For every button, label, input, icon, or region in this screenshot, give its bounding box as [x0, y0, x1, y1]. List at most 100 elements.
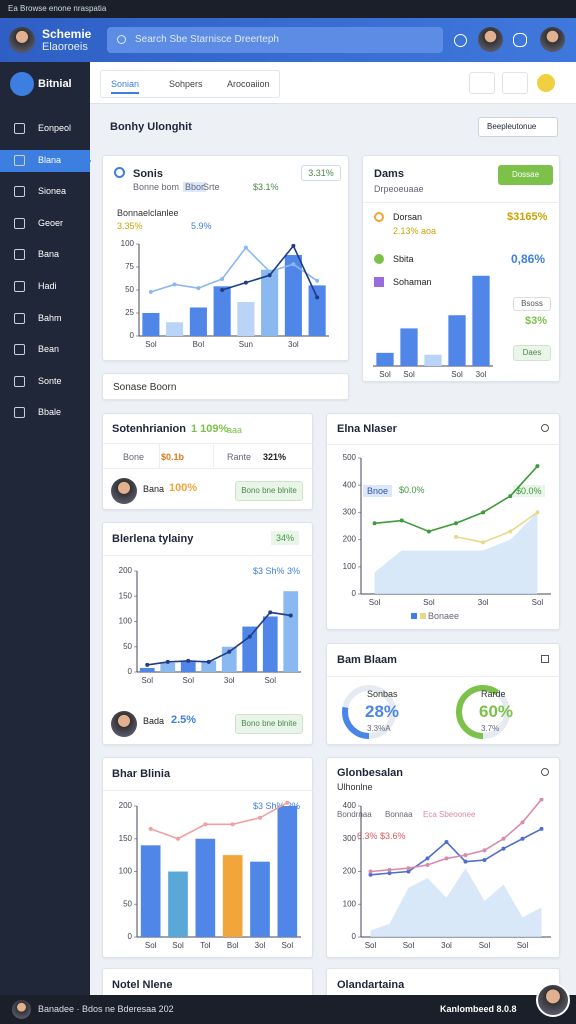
- chart: 0 100 200 300 400 500 Sol Sol 3ol Sol: [343, 453, 551, 607]
- avatar[interactable]: [478, 27, 503, 52]
- point: [425, 856, 430, 861]
- bar: [213, 286, 231, 336]
- legend-label: Bonaee: [428, 611, 460, 621]
- icon[interactable]: [541, 424, 549, 432]
- nav-item[interactable]: Hadi: [0, 276, 90, 298]
- nav-item[interactable]: Geoer: [0, 213, 90, 235]
- bar: [261, 269, 279, 336]
- nav-item[interactable]: Eonpeol: [0, 118, 90, 140]
- card-tail: aaa: [227, 425, 243, 435]
- point: [406, 866, 411, 871]
- browser-bar: Ea Browse enone nraspatia: [0, 0, 576, 18]
- bar: [201, 660, 217, 672]
- card-title: Dams: [374, 168, 404, 180]
- nav-icon: [14, 249, 25, 261]
- icon-button[interactable]: [454, 34, 467, 47]
- tab[interactable]: Sonian: [111, 79, 140, 94]
- icon[interactable]: [541, 655, 549, 663]
- x-tick-label: Sol: [379, 370, 391, 379]
- nav-item[interactable]: Sionea: [0, 181, 90, 203]
- button[interactable]: Bono bne blnite: [235, 714, 303, 734]
- nav-item[interactable]: Bbale: [0, 402, 90, 424]
- x-tick-label: Sol: [145, 941, 157, 950]
- person: Bada: [143, 716, 165, 726]
- card-value: 1 109%: [191, 423, 229, 435]
- mix-card: Bam Blaam Sonbas 28% 3.3%A Rarde 60% 3.7%: [326, 643, 561, 745]
- tab[interactable]: Sohpers: [169, 79, 203, 89]
- sidebar: Bitnial Eonpeol Blana Sionea Geoer Bana Hadi B…: [0, 62, 91, 995]
- dropdown[interactable]: Beepleutonue: [478, 117, 558, 137]
- bar: [283, 591, 299, 672]
- icon[interactable]: [541, 768, 549, 776]
- bar: [189, 307, 207, 336]
- point: [387, 867, 392, 872]
- avatar[interactable]: [536, 983, 570, 1017]
- point: [220, 276, 225, 281]
- bar: [250, 861, 270, 937]
- item-name: Sbita: [393, 254, 414, 264]
- point: [206, 659, 211, 664]
- point: [267, 273, 272, 278]
- y-tick-label: 100: [343, 562, 357, 571]
- cell: Bone: [123, 452, 145, 462]
- nav-item[interactable]: Blana: [0, 149, 91, 172]
- point: [368, 872, 373, 877]
- y-tick-label: 100: [119, 867, 133, 876]
- subtitle: Bonnaelclanlee: [117, 208, 179, 218]
- point: [454, 521, 458, 526]
- tab[interactable]: Arocoaiion: [227, 79, 270, 89]
- divider: [213, 444, 214, 468]
- bar: [400, 328, 418, 366]
- y-tick-label: 150: [119, 834, 133, 843]
- nav-label: Bahm: [38, 312, 62, 323]
- icon-button[interactable]: [502, 72, 528, 94]
- point: [243, 245, 248, 250]
- bar: [308, 285, 326, 336]
- point: [288, 613, 293, 618]
- nav-item[interactable]: Bean: [0, 339, 90, 361]
- x-tick-label: Sol: [182, 676, 194, 685]
- card-title: Sotenhrianion: [112, 423, 186, 435]
- donut-sub: 3.3%A: [367, 724, 391, 733]
- bar: [180, 661, 196, 672]
- badge: 3.31%: [301, 165, 341, 181]
- point: [508, 494, 513, 499]
- y-tick-label: 100: [119, 617, 133, 626]
- nav-icon: [14, 154, 25, 166]
- search-bar[interactable]: Search Sbe Starnisce Dreerteph: [107, 27, 443, 53]
- cell: $0.1b: [161, 452, 185, 462]
- point: [243, 280, 248, 285]
- meta: Bonne bom: [133, 182, 180, 192]
- subtitle: Ulhonlne: [337, 782, 373, 792]
- nav-item[interactable]: Bahm: [0, 308, 90, 330]
- icon-button[interactable]: [513, 33, 527, 47]
- card-title: Glonbesalan: [337, 767, 404, 779]
- avatar[interactable]: [9, 27, 35, 53]
- footer: Banadee · Bdos ne Bderesaa 202 Kanlombee…: [0, 983, 576, 1024]
- nav-item[interactable]: Sonte: [0, 371, 90, 393]
- button[interactable]: Dossae: [498, 165, 553, 185]
- chart: 0 100 200 300 400 Sol Sol 3ol Sol Sol: [343, 798, 551, 950]
- emoji-icon[interactable]: [537, 74, 555, 92]
- button[interactable]: Bono bne blnite: [235, 481, 303, 501]
- nav-item[interactable]: Bana: [0, 244, 90, 266]
- point: [463, 859, 468, 864]
- item-icon: [374, 254, 384, 264]
- avatar[interactable]: [540, 27, 565, 52]
- global-card: Glonbesalan Ulhonlne Bondrnaa Bonnaa Eca…: [326, 757, 560, 958]
- donut-arc: [456, 685, 510, 739]
- y-tick-label: 50: [123, 642, 132, 651]
- point: [267, 269, 272, 274]
- nav-icon: [14, 123, 25, 134]
- bar: [142, 313, 160, 336]
- button[interactable]: Daes: [513, 345, 551, 361]
- card-icon: [114, 167, 125, 178]
- nav-label: Geoer: [38, 217, 64, 228]
- icon-button[interactable]: [469, 72, 495, 94]
- point: [399, 518, 404, 523]
- x-tick-label: 3ol: [255, 941, 266, 950]
- search-placeholder: Search Sbe Starnisce Dreerteph: [135, 34, 279, 45]
- point: [535, 510, 540, 515]
- point: [315, 278, 320, 283]
- browser-tab[interactable]: Ea Browse enone nraspatia: [8, 4, 107, 13]
